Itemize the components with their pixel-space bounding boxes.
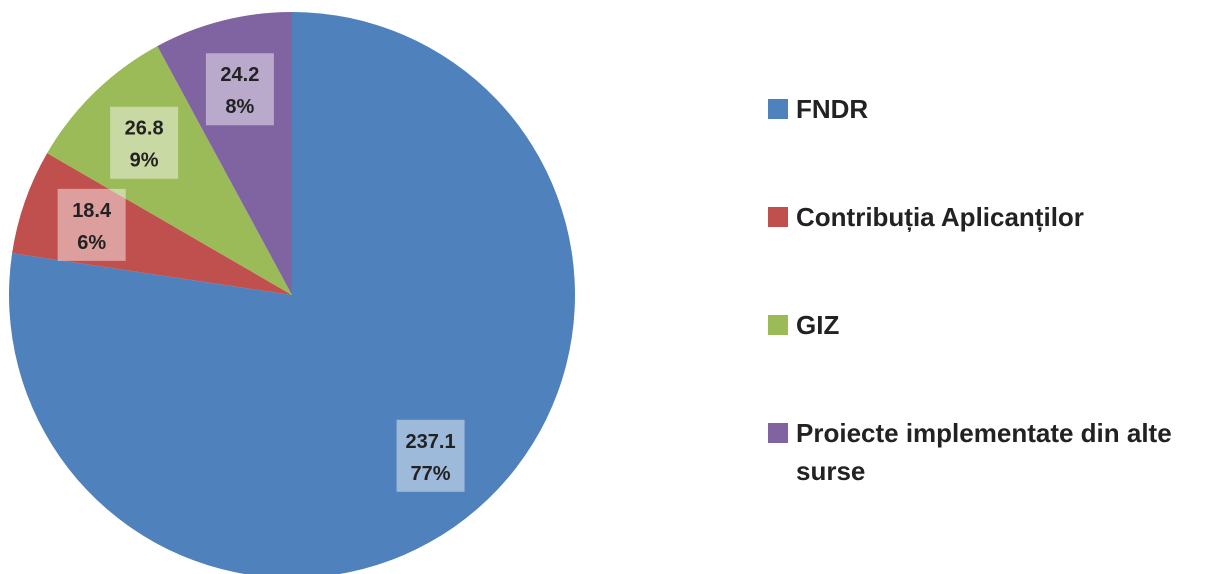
value-label: 24.2: [220, 64, 259, 86]
value-label: 237.1: [406, 431, 456, 453]
legend-item: GIZ: [768, 306, 1208, 414]
percent-label: 8%: [225, 96, 254, 118]
legend-item: Contribuția Aplicanților: [768, 198, 1208, 306]
legend-swatch: [768, 207, 788, 227]
label-box: [205, 53, 274, 126]
legend-label: Proiecte implementate din alte surse: [796, 418, 1172, 486]
value-label: 18.4: [72, 200, 112, 222]
legend-item: Proiecte implementate din alte surse: [768, 414, 1208, 522]
legend: FNDR Contribuția Aplicanților GIZ Proiecte …: [768, 90, 1208, 522]
legend-swatch: [768, 423, 788, 443]
legend-label: Contribuția Aplicanților: [796, 202, 1084, 232]
legend-item: FNDR: [768, 90, 1208, 198]
legend-label: FNDR: [796, 94, 869, 124]
label-box: [396, 419, 465, 492]
pie-slice: [12, 153, 293, 295]
legend-label: GIZ: [796, 310, 840, 340]
percent-label: 6%: [77, 232, 106, 254]
legend-swatch: [768, 315, 788, 335]
value-label: 26.8: [125, 118, 164, 140]
pie-slice: [9, 12, 576, 574]
pie-slice: [157, 11, 292, 295]
percent-label: 77%: [411, 463, 451, 485]
label-box: [57, 188, 126, 261]
percent-label: 9%: [130, 150, 159, 172]
chart: 237.1 77% 18.4 6% 26.8 9% 24.2 8%: [9, 11, 576, 574]
legend-swatch: [768, 99, 788, 119]
label-box: [110, 106, 179, 179]
pie-slice: [47, 46, 293, 295]
